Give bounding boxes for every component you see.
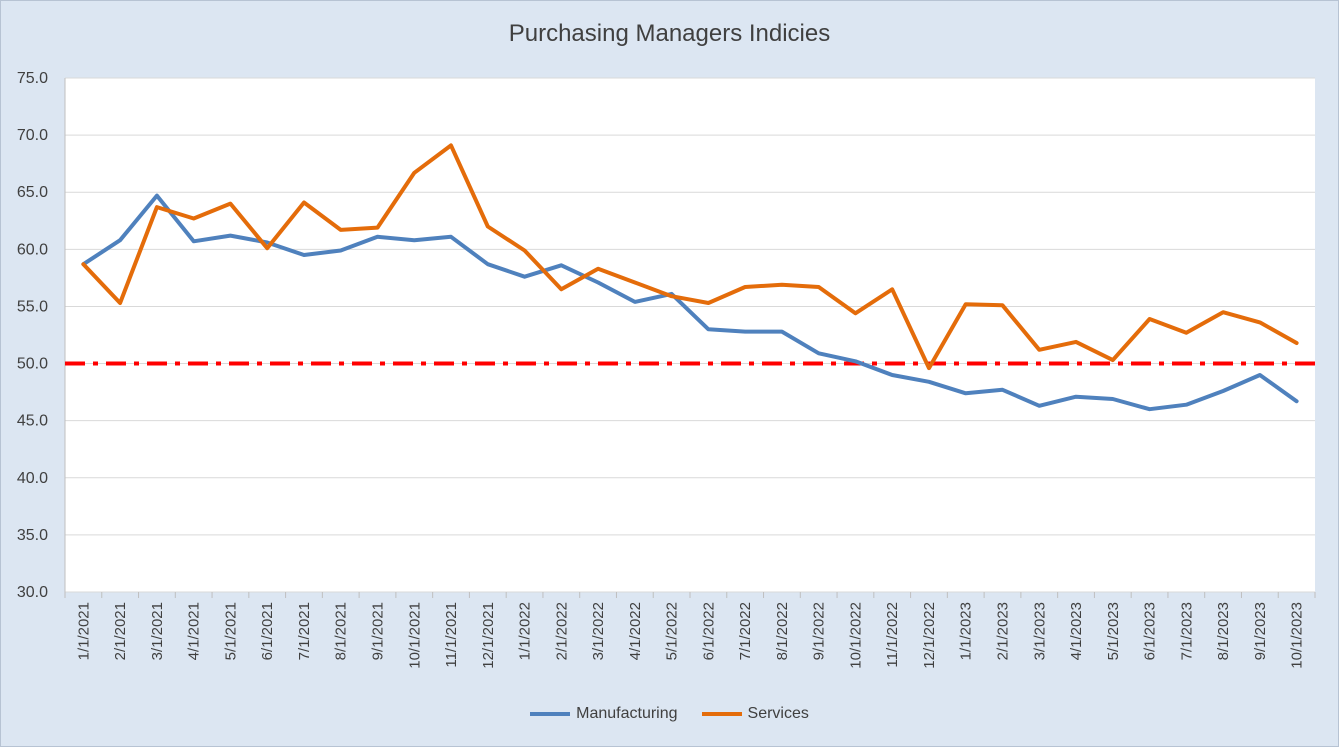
x-tick-label: 12/1/2022: [921, 602, 938, 669]
x-tick-label: 1/1/2021: [75, 602, 92, 660]
x-tick-label: 10/1/2023: [1289, 602, 1306, 669]
x-tick-label: 7/1/2023: [1178, 602, 1195, 660]
x-tick-label: 10/1/2021: [406, 602, 423, 669]
x-tick-label: 2/1/2023: [995, 602, 1012, 660]
x-tick-label: 2/1/2022: [553, 602, 570, 660]
x-tick-label: 7/1/2022: [737, 602, 754, 660]
x-tick-label: 2/1/2021: [112, 602, 129, 660]
x-tick-label: 9/1/2022: [811, 602, 828, 660]
y-tick-label: 50.0: [17, 356, 48, 373]
legend-item-services[interactable]: Services: [701, 705, 809, 723]
x-tick-label: 8/1/2023: [1215, 602, 1232, 660]
legend-label-manufacturing: Manufacturing: [576, 705, 678, 722]
x-tick-label: 4/1/2023: [1068, 602, 1085, 660]
x-tick-label: 6/1/2021: [259, 602, 276, 660]
y-tick-label: 70.0: [17, 127, 48, 144]
chart-title: Purchasing Managers Indicies: [508, 20, 831, 47]
x-tick-label: 1/1/2022: [517, 602, 534, 660]
y-tick-label: 60.0: [17, 241, 48, 258]
series-line-services: [81, 143, 1299, 371]
legend-label-services: Services: [747, 705, 809, 722]
y-tick-label: 55.0: [17, 298, 48, 315]
plot-area: [65, 78, 1315, 592]
y-tick-label: 30.0: [17, 584, 48, 601]
x-tick-label: 8/1/2021: [333, 602, 350, 660]
x-tick-label: 11/1/2021: [443, 602, 460, 668]
x-tick-label: 8/1/2022: [774, 602, 791, 660]
legend-item-manufacturing[interactable]: Manufacturing: [530, 705, 678, 723]
y-tick-label: 35.0: [17, 527, 48, 544]
x-tick-label: 5/1/2022: [664, 602, 681, 660]
x-tick-label: 9/1/2023: [1252, 602, 1269, 660]
y-axis-ticks: 30.0 35.0 40.0 45.0 50.0 55.0 60.0 65.0 70.0 75.0: [17, 70, 48, 601]
x-tick-label: 1/1/2023: [958, 602, 975, 660]
x-tick-label: 5/1/2023: [1105, 602, 1122, 660]
series-line-manufacturing: [81, 193, 1299, 412]
legend: Manufacturing Services: [0, 705, 1339, 723]
x-tick-label: 6/1/2023: [1142, 602, 1159, 660]
x-tick-label: 7/1/2021: [296, 602, 313, 660]
gridlines: [64, 77, 1315, 593]
x-tick-label: 6/1/2022: [700, 602, 717, 660]
x-tick-label: 5/1/2021: [222, 602, 239, 660]
x-tick-label: 4/1/2021: [186, 602, 203, 660]
series-lines: [81, 143, 1299, 412]
x-tick-label: 9/1/2021: [370, 602, 387, 660]
y-tick-label: 40.0: [17, 470, 48, 487]
y-tick-label: 45.0: [17, 413, 48, 430]
x-tick-label: 3/1/2022: [590, 602, 607, 660]
y-tick-label: 75.0: [17, 70, 48, 87]
legend-swatch-services: [701, 712, 742, 716]
x-tick-label: 10/1/2022: [847, 602, 864, 669]
x-tick-label: 4/1/2022: [627, 602, 644, 660]
x-tick-label: 3/1/2021: [149, 602, 166, 660]
x-tick-label: 12/1/2021: [480, 602, 497, 669]
y-tick-label: 65.0: [17, 184, 48, 201]
x-tick-label: 3/1/2023: [1031, 602, 1048, 660]
x-axis-ticks: 1/1/2021 2/1/2021 3/1/2021 4/1/2021 5/1/2021…: [64, 592, 1316, 669]
x-tick-label: 11/1/2022: [884, 602, 901, 668]
legend-swatch-manufacturing: [530, 712, 571, 716]
